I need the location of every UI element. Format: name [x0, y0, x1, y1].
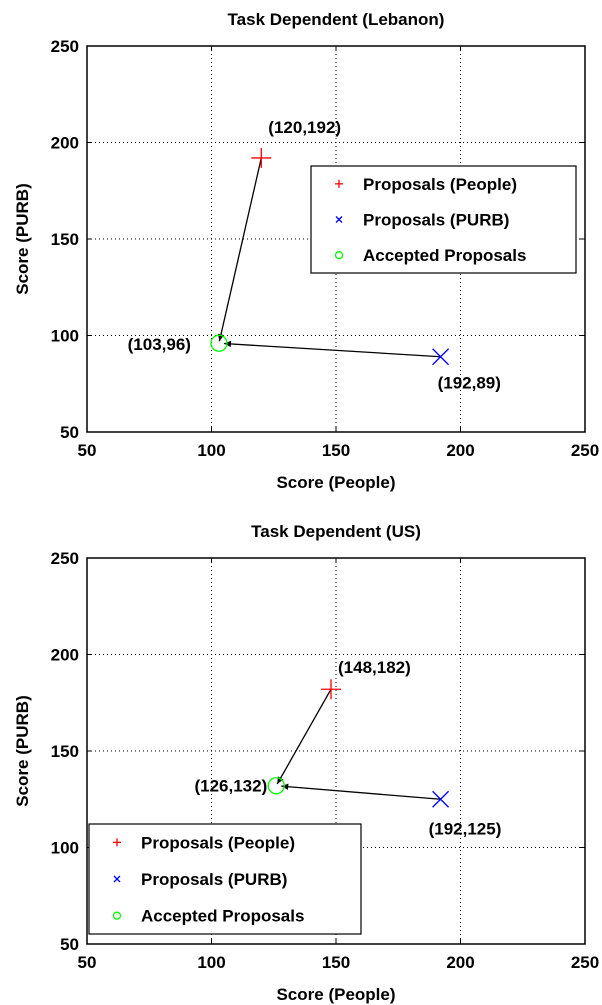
- legend-marker-circle: [334, 251, 344, 260]
- legend-box: [88, 823, 362, 935]
- connector-people: [218, 157, 262, 342]
- connector-purb: [281, 785, 441, 800]
- y-axis-label: Score (PURB): [13, 695, 32, 806]
- x-tick-label: 50: [78, 953, 97, 972]
- point-label-accepted: (103,96): [128, 335, 191, 354]
- legend-label: Proposals (PURB): [363, 211, 509, 230]
- point-label-accepted: (126,132): [194, 777, 267, 796]
- arrow-head: [281, 783, 289, 790]
- legend-box: [310, 165, 577, 274]
- legend: Proposals (People) Proposals (PURB) Accept…: [310, 165, 577, 274]
- point-label-purb: (192,89): [438, 374, 501, 393]
- legend-marker-circle: [112, 911, 122, 920]
- x-tick-label: 150: [322, 441, 350, 460]
- y-tick-label: 250: [51, 549, 79, 568]
- legend-marker-plus: [335, 179, 343, 188]
- y-tick-label: 100: [51, 839, 79, 858]
- chart-panel-2: 50 100 150 200 250 50 100 150 200 250 Task Depende…: [13, 522, 599, 1004]
- y-tick-label: 50: [60, 423, 79, 442]
- x-axis-label: Score (People): [276, 985, 395, 1004]
- y-tick-label: 100: [51, 327, 79, 346]
- connector-people: [276, 688, 332, 785]
- legend-label: Proposals (PURB): [141, 870, 287, 889]
- chart-title: Task Dependent (US): [251, 522, 421, 541]
- legend-marker-cross: [335, 216, 343, 223]
- chart-title: Task Dependent (Lebanon): [228, 10, 445, 29]
- point-proposal-purb: [432, 790, 450, 808]
- y-tick-label: 50: [60, 935, 79, 954]
- y-tick-label: 200: [51, 134, 79, 153]
- x-tick-label: 50: [78, 441, 97, 460]
- legend-label: Accepted Proposals: [363, 246, 526, 265]
- x-tick-label: 100: [197, 441, 225, 460]
- y-axis-label: Score (PURB): [13, 183, 32, 294]
- point-accepted-proposal: [267, 777, 285, 795]
- x-tick-label: 150: [322, 953, 350, 972]
- x-tick-label: 100: [197, 953, 225, 972]
- x-tick-label: 250: [571, 953, 599, 972]
- point-proposal-purb: [432, 348, 450, 366]
- y-tick-label: 200: [51, 646, 79, 665]
- legend-marker-cross: [113, 875, 121, 883]
- point-proposal-people: [251, 147, 272, 168]
- x-tick-label: 200: [446, 953, 474, 972]
- x-tick-label: 200: [446, 441, 474, 460]
- x-tick-label: 250: [571, 441, 599, 460]
- connector-purb: [223, 342, 441, 358]
- y-tick-label: 150: [51, 230, 79, 249]
- legend-label: Accepted Proposals: [141, 907, 304, 926]
- x-axis-label: Score (People): [276, 473, 395, 492]
- point-label-people: (120,192): [268, 118, 341, 137]
- legend: Proposals (People) Proposals (PURB) Accept…: [88, 823, 362, 935]
- legend-label: Proposals (People): [141, 833, 295, 852]
- point-label-people: (148,182): [338, 658, 411, 677]
- point-label-purb: (192,125): [429, 819, 502, 838]
- point-proposal-people: [321, 679, 342, 700]
- chart-panel-1: 50 100 150 200 250 50 100 150 200 250 Task Depende…: [13, 10, 599, 492]
- y-tick-label: 250: [51, 37, 79, 56]
- y-tick-label: 150: [51, 742, 79, 761]
- legend-marker-plus: [113, 838, 121, 847]
- point-accepted-proposal: [210, 334, 228, 352]
- legend-label: Proposals (People): [363, 175, 517, 194]
